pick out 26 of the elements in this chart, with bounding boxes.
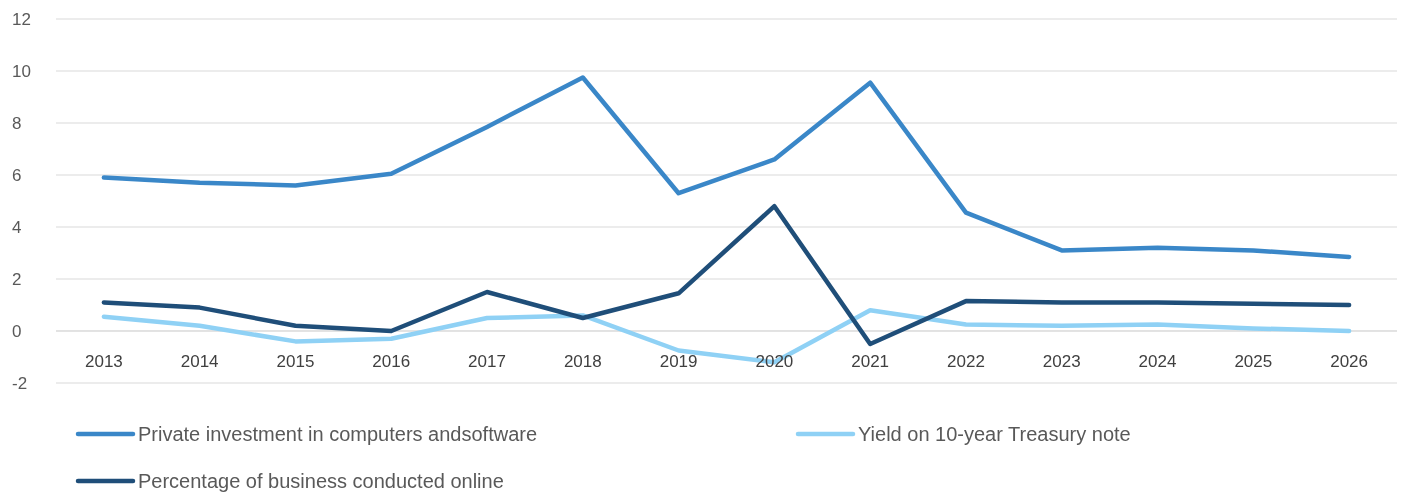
x-tick-label: 2023 (1042, 352, 1081, 371)
x-tick-label: 2013 (84, 352, 123, 371)
x-tick-label: 2025 (1234, 352, 1273, 371)
x-tick-label: 2024 (1138, 352, 1177, 371)
x-tick-label: 2022 (947, 352, 985, 371)
y-tick-label: 0 (12, 321, 22, 341)
y-tick-label: 6 (12, 165, 22, 185)
y-tick-label: 10 (12, 61, 31, 81)
x-tick-label: 2021 (851, 352, 890, 371)
x-tick-label: 2016 (372, 352, 411, 371)
y-tick-label: 4 (12, 217, 22, 237)
y-tick-label: 8 (12, 113, 22, 133)
y-tick-label: 2 (12, 269, 22, 289)
legend-label: Percentage of business conducted online (138, 470, 504, 492)
y-tick-label: -2 (12, 373, 28, 393)
legend-label: Private investment in computers andsoftware (138, 423, 538, 445)
x-tick-label: 2026 (1330, 352, 1369, 371)
x-tick-label: 2014 (180, 352, 219, 371)
legend-label: Yield on 10-year Treasury note (858, 423, 1131, 445)
x-tick-label: 2018 (563, 352, 602, 371)
x-tick-label: 2017 (468, 352, 506, 371)
x-tick-label: 2019 (659, 352, 698, 371)
y-tick-label: 12 (12, 9, 31, 29)
line-series (101, 75, 1352, 260)
line-series (101, 203, 1352, 347)
x-tick-label: 2015 (276, 352, 315, 371)
